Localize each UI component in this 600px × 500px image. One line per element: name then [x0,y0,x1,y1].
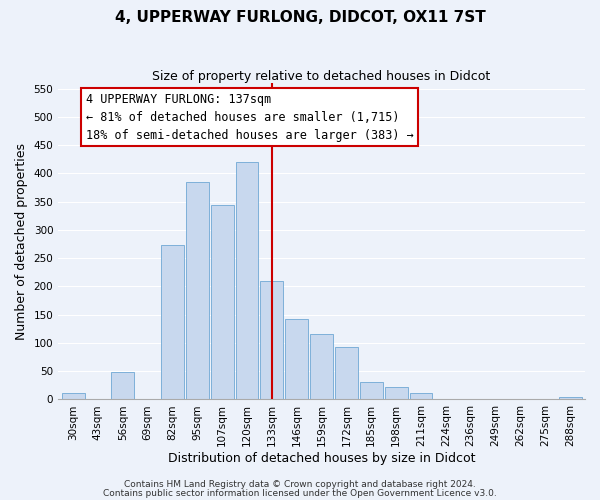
Bar [62,392,85,400]
Bar [360,382,383,400]
Bar [161,245,184,400]
Text: 4 UPPERWAY FURLONG: 137sqm
← 81% of detached houses are smaller (1,715)
18% of s: 4 UPPERWAY FURLONG: 137sqm ← 81% of deta… [86,92,413,142]
Text: Contains HM Land Registry data © Crown copyright and database right 2024.: Contains HM Land Registry data © Crown c… [124,480,476,489]
Text: 4, UPPERWAY FURLONG, DIDCOT, OX11 7ST: 4, UPPERWAY FURLONG, DIDCOT, OX11 7ST [115,10,485,25]
Y-axis label: Number of detached properties: Number of detached properties [15,142,28,340]
Bar [186,182,209,400]
Bar [410,392,433,400]
Bar [211,205,233,400]
Bar [335,348,358,400]
Bar [559,397,581,400]
X-axis label: Distribution of detached houses by size in Didcot: Distribution of detached houses by size … [168,452,475,465]
Title: Size of property relative to detached houses in Didcot: Size of property relative to detached ho… [152,70,491,83]
Bar [310,334,333,400]
Text: Contains public sector information licensed under the Open Government Licence v3: Contains public sector information licen… [103,488,497,498]
Bar [286,318,308,400]
Bar [236,162,259,400]
Bar [112,372,134,400]
Bar [260,281,283,400]
Bar [385,387,407,400]
